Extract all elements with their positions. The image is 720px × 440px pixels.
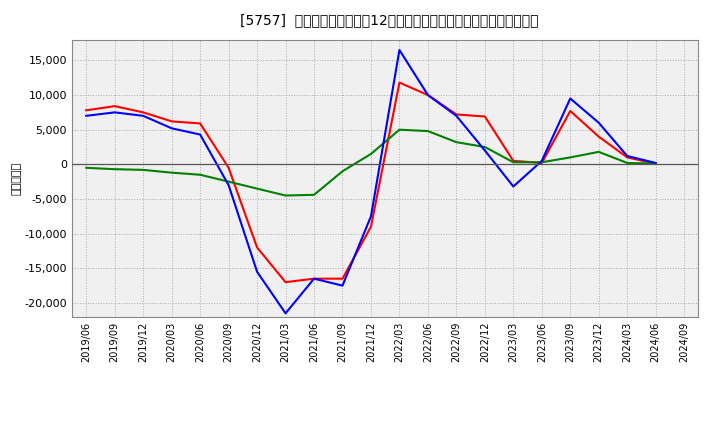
営業CF <box>139 110 148 115</box>
投資CF <box>310 192 318 198</box>
営業CF <box>338 276 347 281</box>
投資CF <box>652 161 660 166</box>
営業CF <box>566 108 575 114</box>
営業CF <box>225 165 233 170</box>
フリーCF <box>167 126 176 131</box>
フリーCF <box>366 214 375 219</box>
投資CF <box>423 128 432 134</box>
Line: 営業CF: 営業CF <box>86 83 656 282</box>
フリーCF <box>623 154 631 159</box>
営業CF <box>395 80 404 85</box>
フリーCF <box>253 269 261 275</box>
フリーCF <box>139 113 148 118</box>
営業CF <box>595 134 603 139</box>
投資CF <box>366 151 375 157</box>
フリーCF <box>196 132 204 137</box>
投資CF <box>509 160 518 165</box>
フリーCF <box>652 160 660 165</box>
投資CF <box>338 169 347 174</box>
営業CF <box>196 121 204 126</box>
営業CF <box>423 92 432 98</box>
フリーCF <box>282 311 290 316</box>
営業CF <box>452 112 461 117</box>
営業CF <box>82 108 91 113</box>
投資CF <box>110 167 119 172</box>
フリーCF <box>595 120 603 125</box>
投資CF <box>167 170 176 175</box>
フリーCF <box>452 113 461 118</box>
投資CF <box>282 193 290 198</box>
フリーCF <box>395 48 404 53</box>
営業CF <box>167 119 176 124</box>
営業CF <box>537 160 546 165</box>
Text: [5757]  キャッシュフローの12か月移動合計の対前年同期増減額の推移: [5757] キャッシュフローの12か月移動合計の対前年同期増減額の推移 <box>240 13 538 27</box>
投資CF <box>595 149 603 154</box>
営業CF <box>110 103 119 109</box>
Line: 投資CF: 投資CF <box>86 130 656 195</box>
投資CF <box>395 127 404 132</box>
営業CF <box>366 224 375 229</box>
フリーCF <box>423 92 432 98</box>
フリーCF <box>338 283 347 288</box>
営業CF <box>623 155 631 160</box>
投資CF <box>566 155 575 160</box>
フリーCF <box>566 96 575 101</box>
フリーCF <box>310 276 318 281</box>
投資CF <box>253 186 261 191</box>
投資CF <box>196 172 204 177</box>
営業CF <box>282 279 290 285</box>
投資CF <box>225 179 233 184</box>
営業CF <box>509 158 518 164</box>
投資CF <box>623 160 631 165</box>
フリーCF <box>509 184 518 189</box>
フリーCF <box>225 183 233 188</box>
Y-axis label: （百万円）: （百万円） <box>12 161 22 195</box>
営業CF <box>253 245 261 250</box>
投資CF <box>537 160 546 165</box>
営業CF <box>480 114 489 119</box>
投資CF <box>139 167 148 172</box>
フリーCF <box>82 113 91 118</box>
フリーCF <box>537 158 546 164</box>
フリーCF <box>110 110 119 115</box>
営業CF <box>652 161 660 166</box>
投資CF <box>452 139 461 145</box>
投資CF <box>82 165 91 170</box>
Line: フリーCF: フリーCF <box>86 50 656 313</box>
投資CF <box>480 144 489 150</box>
フリーCF <box>480 148 489 153</box>
営業CF <box>310 276 318 281</box>
